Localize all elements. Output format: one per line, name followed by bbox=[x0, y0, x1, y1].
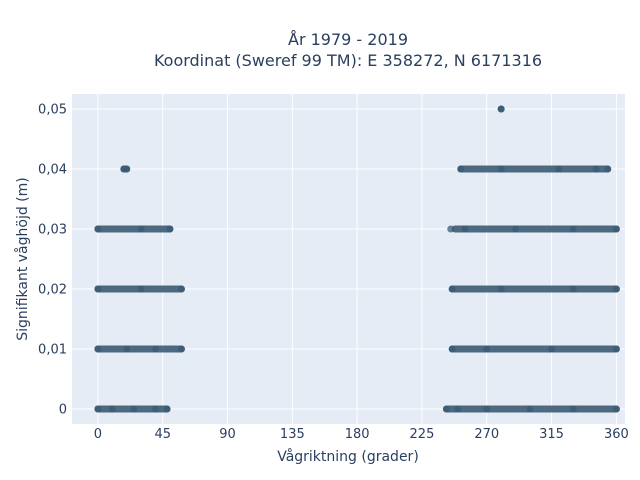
data-band bbox=[448, 285, 620, 293]
y-tick-label: 0,04 bbox=[38, 163, 67, 178]
x-axis-title: Vågriktning (grader) bbox=[277, 448, 419, 465]
chart-title-line2: Koordinat (Sweref 99 TM): E 358272, N 61… bbox=[154, 51, 542, 70]
data-point bbox=[442, 405, 450, 413]
data-point bbox=[152, 405, 160, 413]
data-band bbox=[94, 225, 174, 233]
data-point bbox=[108, 405, 116, 413]
x-tick-label: 360 bbox=[604, 427, 629, 442]
data-point bbox=[454, 405, 462, 413]
data-point bbox=[569, 225, 577, 233]
y-tick-label: 0,02 bbox=[38, 283, 67, 298]
x-tick-label: 315 bbox=[539, 427, 564, 442]
data-point bbox=[163, 405, 171, 413]
data-point bbox=[461, 225, 469, 233]
data-point bbox=[548, 345, 556, 353]
data-point bbox=[152, 345, 160, 353]
x-tick-label: 270 bbox=[474, 427, 499, 442]
data-point bbox=[130, 405, 138, 413]
y-tick-label: 0,01 bbox=[38, 343, 67, 358]
data-point bbox=[448, 345, 456, 353]
data-point bbox=[448, 285, 456, 293]
x-tick-label: 90 bbox=[219, 427, 236, 442]
data-point bbox=[137, 225, 145, 233]
data-point bbox=[123, 165, 131, 173]
x-tick-label: 135 bbox=[280, 427, 305, 442]
data-point bbox=[612, 405, 620, 413]
data-point bbox=[512, 225, 520, 233]
data-point bbox=[166, 225, 174, 233]
y-axis-ticks: 0 0,01 0,02 0,03 0,04 0,05 bbox=[38, 103, 67, 418]
chart-title-line1: År 1979 - 2019 bbox=[288, 30, 408, 49]
x-axis-ticks: 0 45 90 135 180 225 270 315 360 bbox=[94, 427, 629, 442]
data-band bbox=[94, 345, 185, 353]
y-tick-label: 0 bbox=[59, 403, 67, 418]
plot-area bbox=[72, 94, 625, 424]
data-point bbox=[592, 165, 600, 173]
data-point bbox=[569, 405, 577, 413]
data-band bbox=[457, 165, 612, 173]
data-points bbox=[94, 105, 620, 413]
data-point bbox=[497, 285, 505, 293]
data-point bbox=[497, 165, 505, 173]
y-tick-label: 0,05 bbox=[38, 103, 67, 118]
x-tick-label: 45 bbox=[154, 427, 171, 442]
data-point bbox=[555, 165, 563, 173]
data-point bbox=[526, 405, 534, 413]
data-point bbox=[612, 345, 620, 353]
data-point bbox=[177, 285, 185, 293]
data-point bbox=[483, 345, 491, 353]
data-point bbox=[483, 405, 491, 413]
data-point bbox=[137, 285, 145, 293]
x-tick-label: 225 bbox=[410, 427, 435, 442]
y-axis-title: Signifikant våghöjd (m) bbox=[14, 177, 31, 340]
data-point bbox=[569, 285, 577, 293]
data-point bbox=[94, 285, 102, 293]
data-point bbox=[123, 345, 131, 353]
data-point bbox=[447, 225, 455, 233]
x-tick-label: 180 bbox=[345, 427, 370, 442]
x-tick-label: 0 bbox=[94, 427, 102, 442]
y-tick-label: 0,03 bbox=[38, 223, 67, 238]
data-point bbox=[457, 165, 465, 173]
data-point bbox=[612, 285, 620, 293]
data-band bbox=[448, 345, 620, 353]
data-point bbox=[94, 225, 102, 233]
data-point bbox=[94, 405, 102, 413]
data-point bbox=[94, 345, 102, 353]
data-point bbox=[177, 345, 185, 353]
data-point bbox=[604, 165, 612, 173]
data-point bbox=[612, 225, 620, 233]
data-band bbox=[451, 225, 620, 233]
data-point bbox=[497, 105, 505, 113]
